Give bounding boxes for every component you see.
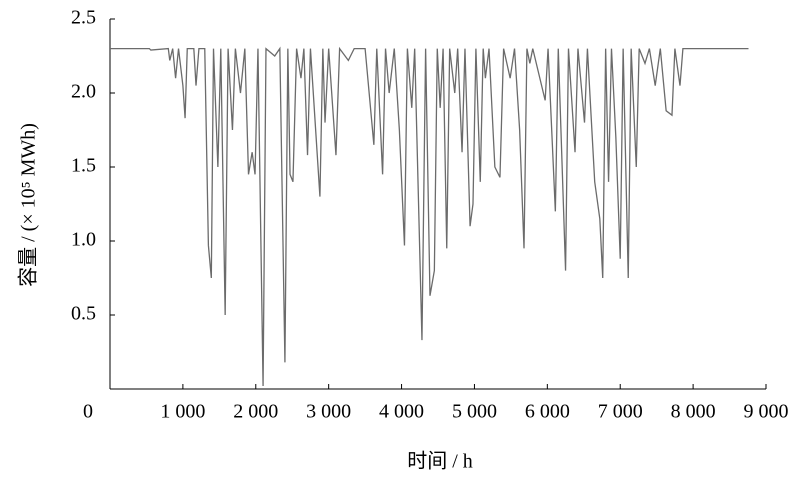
data-line bbox=[110, 46, 749, 387]
y-tick-label: 2.5 bbox=[71, 7, 96, 29]
x-tick-label: 4 000 bbox=[379, 401, 424, 423]
y-tick-label: 0.5 bbox=[71, 303, 96, 325]
x-tick-label: 6 000 bbox=[525, 401, 570, 423]
x-tick-label: 9 000 bbox=[744, 401, 789, 423]
x-tick-label: 2 000 bbox=[233, 401, 278, 423]
x-axis-label: 时间 / h bbox=[407, 450, 473, 473]
y-tick-label: 1.5 bbox=[71, 155, 96, 177]
x-tick-label: 7 000 bbox=[598, 401, 643, 423]
x-tick-label: 5 000 bbox=[452, 401, 497, 423]
x-tick-label: 1 000 bbox=[160, 401, 205, 423]
y-tick-label: 1.0 bbox=[71, 229, 96, 251]
y-tick-label: 2.0 bbox=[71, 81, 96, 103]
x-tick-label: 0 bbox=[83, 401, 93, 423]
x-tick-label: 3 000 bbox=[306, 401, 351, 423]
x-tick-label: 8 000 bbox=[671, 401, 716, 423]
y-axis-label: 容量 / (× 10⁵ MWh) bbox=[17, 123, 40, 287]
